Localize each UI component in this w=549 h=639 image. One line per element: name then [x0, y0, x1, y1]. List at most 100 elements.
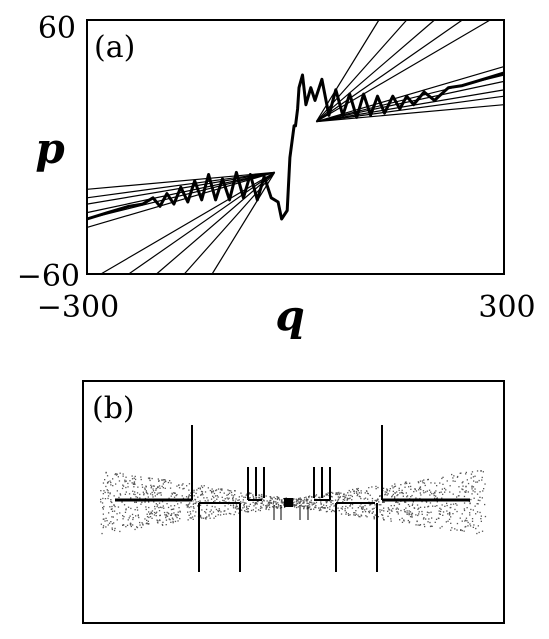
scatter-point — [112, 485, 114, 487]
scatter-point — [338, 493, 340, 495]
scatter-point — [223, 500, 225, 502]
scatter-point — [166, 515, 169, 517]
scatter-point — [482, 490, 484, 492]
scatter-point — [230, 513, 232, 515]
scatter-point — [163, 511, 166, 514]
scatter-point — [246, 506, 248, 508]
scatter-point — [111, 528, 113, 531]
scatter-point — [170, 521, 172, 523]
scatter-point — [419, 480, 422, 482]
scatter-point — [345, 511, 347, 514]
scatter-point — [273, 500, 275, 502]
scatter-point — [421, 510, 423, 513]
scatter-point — [179, 510, 181, 512]
scatter-point — [240, 501, 242, 503]
scatter-point — [330, 510, 333, 513]
scatter-point — [309, 508, 312, 511]
scatter-point — [223, 492, 225, 494]
scatter-point — [397, 494, 399, 496]
scatter-point — [449, 485, 451, 487]
scatter-point — [451, 473, 453, 476]
scatter-point — [458, 486, 460, 488]
scatter-point — [301, 505, 303, 507]
scatter-point — [255, 497, 257, 499]
scatter-point — [102, 513, 104, 515]
scatter-point — [456, 504, 458, 506]
scatter-point — [197, 487, 200, 489]
scatter-point — [474, 488, 476, 490]
scatter-point — [308, 504, 311, 506]
scatter-point — [185, 496, 188, 498]
scatter-point — [417, 514, 419, 517]
scatter-point — [382, 514, 384, 516]
scatter-point — [215, 515, 217, 517]
scatter-point — [164, 479, 166, 481]
scatter-point — [379, 509, 381, 511]
scatter-point — [235, 498, 237, 500]
scatter-point — [367, 493, 369, 495]
scatter-point — [430, 482, 432, 484]
scatter-point — [473, 480, 475, 482]
scatter-point — [447, 520, 449, 522]
scatter-point — [476, 470, 479, 472]
scatter-point — [418, 489, 420, 491]
scatter-point — [102, 508, 104, 510]
scatter-point — [425, 491, 427, 493]
scatter-point — [299, 498, 301, 500]
scatter-point — [418, 482, 420, 484]
scatter-point — [141, 501, 143, 504]
scatter-point — [371, 486, 373, 488]
scatter-point — [277, 506, 279, 508]
scatter-point — [188, 506, 190, 509]
scatter-point — [118, 496, 120, 499]
scatter-point — [247, 511, 250, 513]
scatter-point — [245, 494, 247, 496]
scatter-point — [320, 501, 322, 503]
scatter-point — [408, 486, 410, 488]
scatter-point — [442, 514, 444, 516]
scatter-point — [162, 487, 164, 489]
scatter-point — [419, 524, 422, 526]
scatter-point — [374, 504, 376, 506]
scatter-point — [425, 501, 428, 503]
scatter-point — [113, 522, 115, 524]
scatter-point — [268, 504, 271, 506]
scatter-point — [469, 523, 471, 525]
scatter-point — [387, 510, 389, 512]
scatter-point — [111, 516, 113, 518]
scatter-point — [162, 479, 164, 481]
scatter-point — [396, 491, 398, 493]
scatter-point — [199, 500, 201, 502]
scatter-point — [302, 505, 304, 507]
scatter-point — [269, 496, 272, 498]
center-marker — [284, 498, 293, 507]
scatter-point — [427, 505, 430, 507]
scatter-point — [243, 506, 245, 508]
scatter-point — [105, 472, 107, 474]
scatter-point — [233, 513, 235, 516]
scatter-point — [351, 503, 354, 506]
fan-line-left-10 — [211, 172, 276, 275]
scatter-point — [244, 496, 247, 498]
scatter-point — [332, 503, 334, 505]
scatter-point — [355, 513, 357, 515]
scatter-point — [187, 505, 189, 507]
scatter-point — [103, 490, 105, 492]
scatter-point — [483, 488, 485, 490]
scatter-point — [125, 480, 127, 482]
scatter-point — [133, 483, 135, 485]
scatter-point — [371, 508, 374, 510]
scatter-point — [484, 503, 486, 506]
scatter-point — [131, 475, 133, 477]
scatter-point — [166, 503, 168, 505]
scatter-point — [418, 513, 420, 515]
scatter-point — [411, 494, 413, 497]
scatter-point — [351, 495, 353, 498]
scatter-point — [428, 518, 430, 520]
scatter-point — [134, 475, 136, 478]
scatter-point — [362, 511, 364, 513]
scatter-point — [460, 529, 462, 531]
scatter-point — [137, 486, 139, 488]
scatter-point — [203, 485, 205, 487]
scatter-point — [473, 497, 475, 499]
